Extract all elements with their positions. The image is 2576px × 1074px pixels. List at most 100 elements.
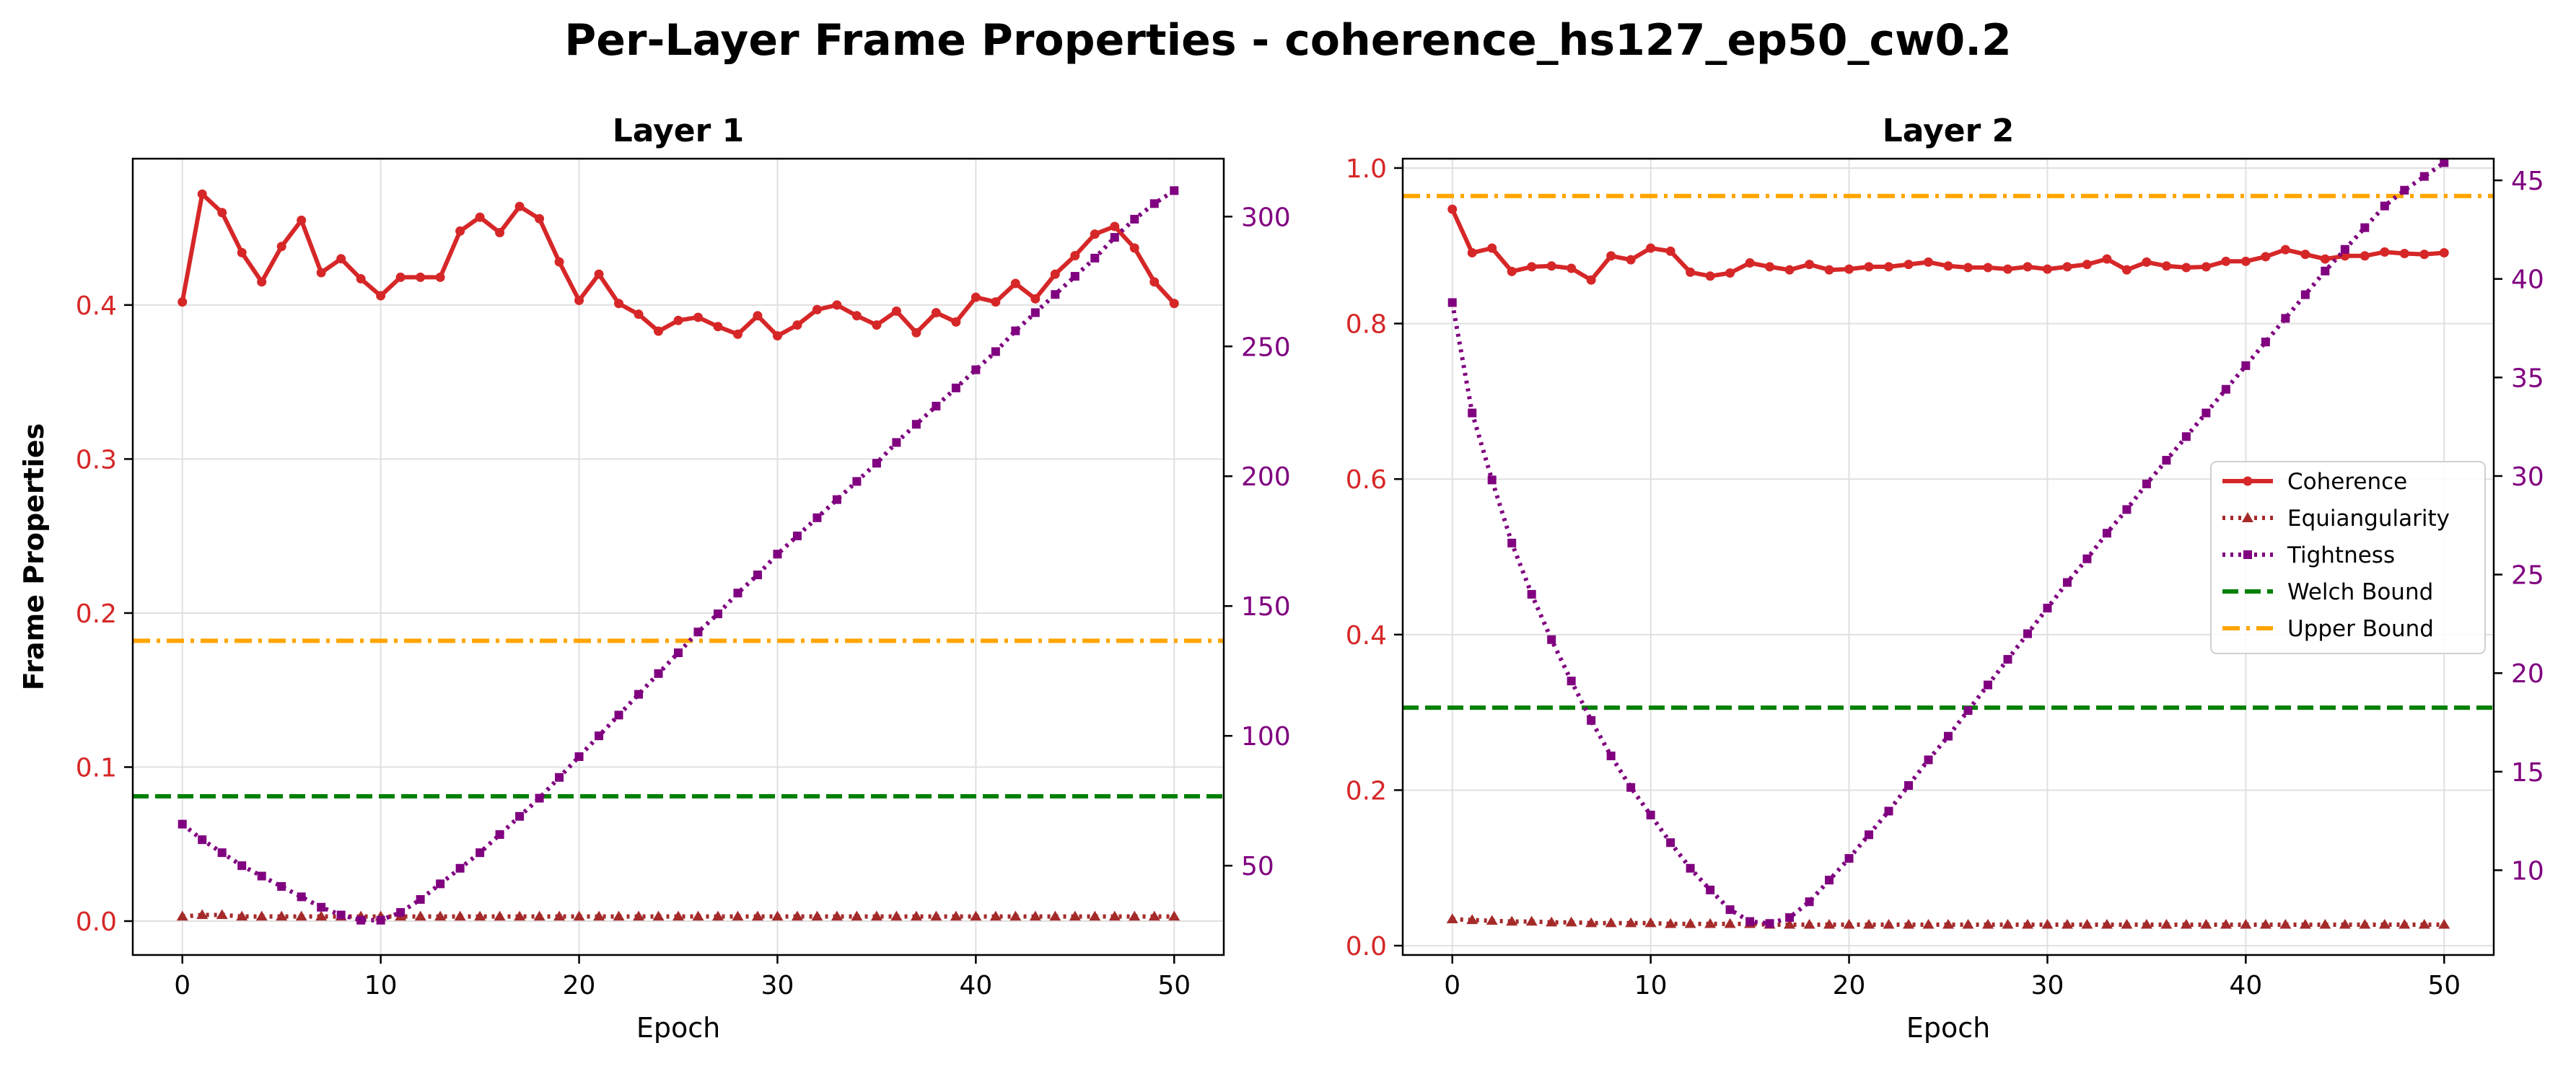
equiangularity-point — [673, 910, 684, 921]
tightness-point — [2181, 432, 2191, 441]
tightness-series-line — [1450, 161, 2446, 926]
coherence-point — [2419, 250, 2430, 260]
tightness-point — [971, 365, 981, 374]
coherence-point — [792, 320, 802, 330]
equiangularity-point — [533, 910, 546, 921]
equiangularity-point — [1644, 917, 1657, 928]
legend: Coherence Equiangularity Tightness Welch Bo… — [2210, 461, 2486, 654]
coherence-point — [455, 226, 465, 236]
tightness-point — [1805, 897, 1814, 907]
coherence-point — [693, 312, 703, 322]
coherence-point — [2042, 264, 2052, 274]
coherence-point — [2261, 252, 2271, 262]
coherence-point — [356, 274, 366, 284]
equiangularity-point — [514, 910, 526, 921]
coherence-point — [1943, 261, 1953, 271]
tightness-point — [2122, 505, 2132, 514]
tightness-point — [2142, 479, 2151, 488]
tightness-point — [773, 550, 782, 559]
y-tick-label: 0.2 — [1346, 776, 1387, 806]
tightness-point — [1646, 810, 1655, 819]
tightness-point — [2400, 185, 2409, 195]
coherence-point — [1050, 269, 1060, 279]
x-tick-label: 0 — [174, 971, 190, 1000]
x-tick-label: 40 — [959, 971, 992, 1000]
coherence-point — [1983, 263, 1993, 273]
tightness-point — [674, 648, 683, 658]
tightness-point — [2003, 655, 2012, 664]
coherence-point — [2360, 251, 2370, 261]
tightness-point — [1825, 876, 1834, 885]
coherence-point — [1784, 265, 1795, 275]
coherence-point — [1745, 258, 1755, 268]
equiangularity-point — [1108, 910, 1121, 921]
equiangularity-point — [2100, 918, 2113, 929]
legend-label-welch-bound: Welch Bound — [2287, 579, 2433, 605]
tightness-point — [1487, 475, 1497, 485]
tightness-point — [713, 609, 722, 619]
coherence-point — [2023, 262, 2033, 272]
equiangularity-point — [1506, 915, 1518, 926]
equiangularity-point — [851, 910, 863, 921]
y2-tick-label: 15 — [2511, 758, 2544, 788]
tightness-point — [297, 892, 306, 902]
coherence-point — [2082, 260, 2092, 270]
coherence-point — [2161, 261, 2171, 271]
equiangularity-point — [1466, 914, 1478, 925]
coherence-point — [535, 214, 545, 224]
tightness-point — [178, 819, 187, 829]
y-tick-label: 0.4 — [76, 291, 117, 321]
y2-tick-label: 100 — [1241, 722, 1291, 752]
coherence-point — [2201, 262, 2211, 272]
tightness-point — [436, 879, 445, 889]
equiangularity-point — [791, 910, 803, 921]
equiangularity-point — [633, 910, 645, 921]
tightness-point — [455, 863, 465, 873]
tightness-point — [257, 871, 266, 881]
equiangularity-point — [1029, 910, 1041, 921]
y-tick-label: 0.4 — [1346, 621, 1387, 651]
coherence-point — [872, 320, 882, 330]
equiangularity-point — [315, 910, 328, 921]
coherence-series-line — [180, 192, 1176, 338]
y-tick-label: 0.8 — [1346, 310, 1387, 340]
tightness-point — [832, 495, 841, 504]
tightness-point — [1447, 298, 1457, 307]
equiangularity-point — [2279, 918, 2292, 929]
tightness-point — [1963, 706, 1973, 716]
tightness-point — [1527, 589, 1536, 599]
equiangularity-point — [831, 910, 843, 921]
y-tick-label: 1.0 — [1346, 154, 1387, 184]
legend-label-upper-bound: Upper Bound — [2287, 616, 2434, 642]
tightness-point — [1011, 326, 1020, 335]
tightness-point — [1725, 905, 1735, 915]
coherence-point — [1765, 262, 1775, 272]
tightness-point — [2043, 604, 2052, 613]
equiangularity-point — [870, 910, 882, 921]
coherence-point — [1487, 243, 1497, 253]
coherence-point — [495, 227, 505, 237]
equiangularity-point — [1089, 910, 1101, 921]
y-tick-label: 0.1 — [76, 753, 117, 783]
tightness-point — [693, 628, 703, 637]
y2-tick-label: 250 — [1241, 333, 1291, 362]
coherence-point — [2280, 245, 2290, 255]
equiangularity-point — [692, 910, 704, 921]
tightness-series-line — [180, 188, 1175, 923]
equiangularity-point — [1922, 918, 1935, 929]
coherence-point — [1149, 277, 1160, 287]
coherence-point — [178, 297, 188, 307]
y2-tick-label: 40 — [2511, 265, 2544, 295]
tightness-point — [1944, 731, 1953, 741]
tightness-point — [1924, 755, 1933, 765]
legend-label-coherence: Coherence — [2287, 469, 2407, 495]
equiangularity-point — [1605, 917, 1617, 928]
coherence-point — [673, 315, 683, 325]
equiangularity-point — [1883, 918, 1895, 929]
coherence-point — [1129, 243, 1139, 253]
tightness-point — [1983, 680, 1992, 690]
tightness-point — [2440, 159, 2449, 167]
coherence-point — [2181, 263, 2191, 273]
tightness-point — [277, 881, 286, 891]
